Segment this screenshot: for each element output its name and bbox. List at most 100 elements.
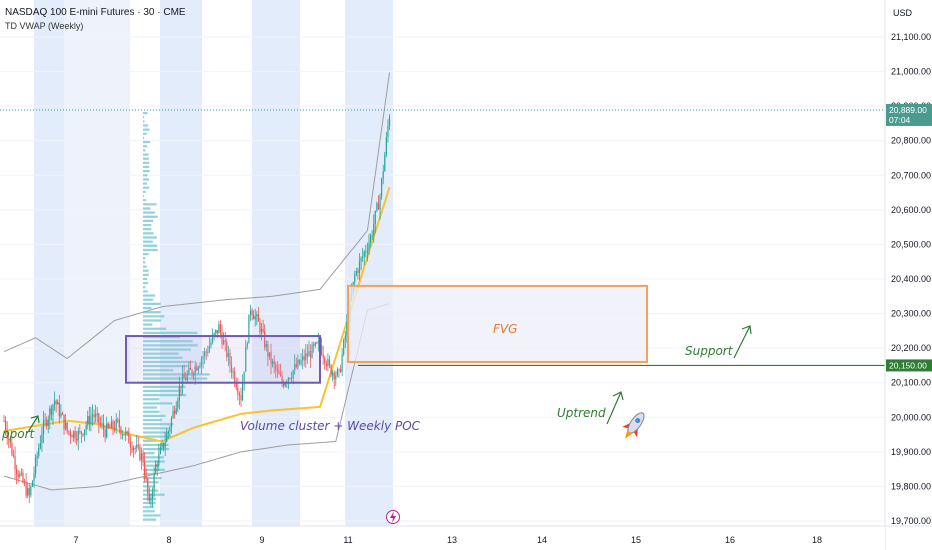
candle-body (208, 346, 210, 352)
uptrend-arrow-icon (606, 391, 624, 425)
candle-body (298, 359, 301, 364)
candle-body (328, 359, 331, 366)
volume-profile-bar (143, 352, 179, 355)
candle-body (245, 346, 247, 372)
time-tick-label: 16 (725, 535, 735, 545)
candle-body (373, 224, 375, 236)
candle-body (110, 421, 113, 429)
volume-profile-bar (143, 182, 147, 185)
candle-body (194, 366, 196, 376)
candle-body (283, 383, 285, 386)
volume-profile-bar (143, 165, 150, 169)
support-price-value: 20,150.00 (889, 360, 927, 370)
candle-body (180, 386, 182, 388)
time-tick-label: 14 (537, 535, 547, 545)
candle-body (215, 329, 217, 334)
volume-profile-bar (143, 423, 174, 426)
candle-body (358, 261, 361, 273)
volume-profile-bar (143, 211, 156, 214)
candle-body (221, 332, 223, 345)
price-tick-label: 20,100.00 (891, 378, 931, 388)
candle-body (332, 372, 334, 376)
volume-profile-bar (143, 203, 157, 206)
volume-profile-bar (143, 389, 181, 393)
volume-profile-bar (143, 236, 157, 239)
candle-body (257, 314, 259, 322)
last-price-value: 20,889.00 (889, 105, 927, 115)
volume-cluster-label: Volume cluster + Weekly POC (240, 419, 421, 433)
price-axis[interactable] (885, 0, 932, 550)
volume-profile-bar (143, 157, 149, 160)
candle-body (3, 420, 5, 422)
candle-body (55, 400, 57, 405)
candle-body (305, 353, 307, 361)
candle-body (325, 363, 327, 367)
candle-body (33, 473, 35, 482)
candle-body (137, 444, 139, 447)
volume-profile-bar (143, 344, 198, 347)
candle-body (365, 251, 367, 253)
volume-cluster-zone[interactable] (125, 335, 321, 384)
session-shading (34, 0, 393, 526)
volume-profile-bar (143, 319, 162, 322)
candle-body (114, 428, 116, 430)
candle-body (72, 431, 75, 438)
flash-event-icon[interactable] (386, 510, 400, 524)
candle-body (294, 364, 296, 371)
candle-body (235, 383, 237, 388)
candle-body (224, 340, 226, 342)
volume-profile-bar (143, 394, 187, 397)
candle-body (211, 335, 214, 343)
currency-label: USD (893, 8, 913, 18)
volume-profile-bar (143, 456, 164, 459)
candle-body (316, 342, 318, 344)
candle-body (28, 488, 30, 496)
support-price-tag (886, 359, 932, 372)
candle-body (20, 472, 22, 474)
candle-body (140, 453, 143, 461)
candle-body (254, 316, 256, 320)
volume-profile-bar (143, 228, 152, 231)
candle-body (249, 310, 252, 315)
candle-body (12, 454, 15, 457)
candle-body (101, 423, 103, 425)
candle-body (80, 431, 83, 434)
volume-profile-bar (143, 402, 173, 405)
candle-body (126, 431, 128, 433)
volume-profile-bar (143, 174, 148, 177)
volume-profile-bar (143, 311, 161, 314)
volume-profile-bar (143, 385, 186, 388)
candle-body (74, 431, 76, 439)
support-label-left: pport (1, 427, 36, 441)
volume-profile-bar (143, 140, 150, 144)
candle-body (360, 257, 362, 262)
candle-body (230, 364, 233, 373)
volume-profile-bar (143, 443, 169, 447)
candle-body (193, 374, 195, 376)
candle-body (25, 482, 27, 496)
candle-body (289, 378, 291, 380)
candle-body (115, 419, 117, 430)
candle-body (68, 431, 70, 433)
volume-profile-bar (143, 194, 145, 198)
candle-body (270, 352, 272, 365)
candle-body (262, 329, 264, 332)
candle-body (343, 339, 345, 355)
volume-profile-bar (143, 128, 150, 131)
volume-profile-bar (143, 232, 154, 235)
candle-body (381, 178, 383, 197)
fvg-zone[interactable] (347, 284, 648, 363)
price-ticks: 19,700.00 19,800.00 19,900.00 20,000.00 20,1… (891, 32, 931, 526)
time-axis[interactable] (0, 526, 885, 550)
candle-body (308, 350, 310, 357)
volume-profile-bar (143, 327, 167, 330)
candle-body (216, 329, 218, 334)
volume-profile-bar (143, 439, 157, 442)
candle-countdown: 07:04 (889, 115, 911, 125)
candle-body (264, 331, 266, 348)
candle-body (234, 371, 236, 384)
candle-body (335, 375, 337, 380)
candle-body (196, 366, 198, 371)
candle-body (11, 442, 13, 455)
